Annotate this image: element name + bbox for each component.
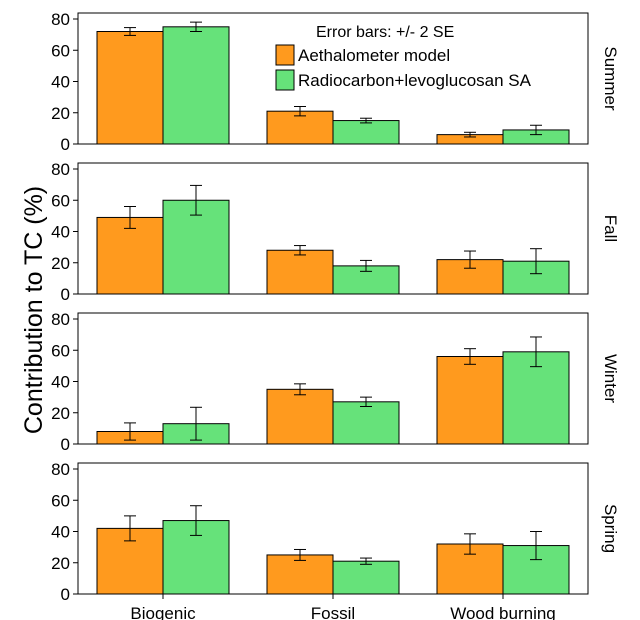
- error-bar-summer-biogenic-radiocarbon-levoglucosan-sa: [190, 21, 202, 32]
- error-bar-summer-wood-burning-aethalometer-model: [464, 131, 476, 138]
- y-tick-label-summer-0: 0: [61, 135, 70, 154]
- error-bar-winter-fossil-aethalometer-model: [294, 383, 306, 396]
- y-tick-label-winter-40: 40: [51, 373, 70, 392]
- error-bar-winter-fossil-radiocarbon-levoglucosan-sa: [360, 396, 372, 407]
- y-tick-label-summer-80: 80: [51, 10, 70, 29]
- bar-summer-biogenic-radiocarbon-levoglucosan-sa: [162, 26, 230, 145]
- bar-fall-biogenic-radiocarbon-levoglucosan-sa: [162, 199, 230, 295]
- legend-title: Error bars: +/- 2 SE: [316, 24, 454, 41]
- error-bar-spring-biogenic-radiocarbon-levoglucosan-sa: [190, 505, 202, 536]
- error-bar-spring-wood-burning-radiocarbon-levoglucosan-sa: [530, 531, 542, 561]
- y-tick-label-summer-40: 40: [51, 73, 70, 92]
- facet-label-spring: Spring: [601, 504, 620, 553]
- error-bar-fall-fossil-radiocarbon-levoglucosan-sa: [360, 259, 372, 272]
- panels: 0 20 40 60 80 Summer 0 20 40 60 80 Fall 0 20 40 60 80 Win…: [51, 10, 620, 604]
- error-bar-winter-biogenic-aethalometer-model: [124, 422, 136, 441]
- bar-fall-biogenic-aethalometer-model: [96, 216, 164, 295]
- legend: Error bars: +/- 2 SE Aethalometer model Ra…: [275, 24, 532, 91]
- error-bar-spring-biogenic-aethalometer-model: [124, 515, 136, 542]
- facet-label-fall: Fall: [601, 215, 620, 242]
- facet-label-winter: Winter: [601, 354, 620, 403]
- y-tick-label-winter-60: 60: [51, 341, 70, 360]
- y-tick-label-winter-0: 0: [61, 435, 70, 454]
- y-tick-label-fall-40: 40: [51, 223, 70, 242]
- legend-swatch-radiocarbon-levoglucosan-sa: [275, 69, 295, 91]
- bar-fall-fossil-aethalometer-model: [266, 249, 334, 295]
- y-tick-label-winter-20: 20: [51, 404, 70, 423]
- y-axis-label: Contribution to TC (%): [20, 186, 48, 434]
- facet-label-summer: Summer: [601, 46, 620, 111]
- error-bar-winter-wood-burning-aethalometer-model: [464, 348, 476, 365]
- error-bar-summer-fossil-aethalometer-model: [294, 106, 306, 117]
- y-tick-label-spring-20: 20: [51, 554, 70, 573]
- y-tick-label-fall-80: 80: [51, 160, 70, 179]
- bar-winter-fossil-radiocarbon-levoglucosan-sa: [332, 401, 400, 445]
- panel-winter: 0 20 40 60 80 Winter: [51, 310, 620, 454]
- category-labels: Biogenic Fossil Wood burning: [130, 594, 556, 620]
- error-bar-summer-biogenic-aethalometer-model: [124, 27, 136, 36]
- bar-winter-fossil-aethalometer-model: [266, 388, 334, 445]
- error-bar-spring-fossil-radiocarbon-levoglucosan-sa: [360, 557, 372, 565]
- error-bar-winter-wood-burning-radiocarbon-levoglucosan-sa: [530, 336, 542, 368]
- error-bar-winter-biogenic-radiocarbon-levoglucosan-sa: [190, 406, 202, 441]
- error-bar-fall-fossil-aethalometer-model: [294, 245, 306, 256]
- error-bar-fall-wood-burning-radiocarbon-levoglucosan-sa: [530, 248, 542, 275]
- y-tick-label-summer-60: 60: [51, 41, 70, 60]
- category-label-fossil: Fossil: [311, 604, 355, 620]
- bar-winter-wood-burning-aethalometer-model: [436, 356, 504, 445]
- panel-fall: 0 20 40 60 80 Fall: [51, 160, 620, 304]
- y-tick-label-spring-80: 80: [51, 460, 70, 479]
- error-bar-spring-wood-burning-aethalometer-model: [464, 533, 476, 555]
- y-tick-label-spring-60: 60: [51, 491, 70, 510]
- y-tick-label-spring-0: 0: [61, 585, 70, 604]
- legend-label-radiocarbon-levoglucosan-sa: Radiocarbon+levoglucosan SA: [298, 71, 532, 90]
- error-bar-summer-fossil-radiocarbon-levoglucosan-sa: [360, 117, 372, 124]
- panel-spring: 0 20 40 60 80 Spring: [51, 460, 620, 604]
- category-label-wood-burning: Wood burning: [450, 604, 556, 620]
- legend-item-radiocarbon-levoglucosan-sa: Radiocarbon+levoglucosan SA: [275, 69, 532, 91]
- error-bar-spring-fossil-aethalometer-model: [294, 548, 306, 561]
- bar-winter-wood-burning-radiocarbon-levoglucosan-sa: [502, 351, 570, 445]
- category-label-biogenic: Biogenic: [130, 604, 196, 620]
- error-bar-fall-biogenic-radiocarbon-levoglucosan-sa: [190, 184, 202, 216]
- error-bar-fall-biogenic-aethalometer-model: [124, 206, 136, 229]
- bar-summer-fossil-radiocarbon-levoglucosan-sa: [332, 120, 400, 145]
- bar-spring-fossil-radiocarbon-levoglucosan-sa: [332, 560, 400, 595]
- error-bar-fall-wood-burning-aethalometer-model: [464, 250, 476, 269]
- legend-swatch-aethalometer-model: [275, 44, 295, 66]
- legend-item-aethalometer-model: Aethalometer model: [275, 44, 450, 66]
- legend-label-aethalometer-model: Aethalometer model: [298, 46, 450, 65]
- error-bar-summer-wood-burning-radiocarbon-levoglucosan-sa: [530, 124, 542, 136]
- bar-summer-biogenic-aethalometer-model: [96, 31, 164, 145]
- y-tick-label-fall-20: 20: [51, 254, 70, 273]
- y-tick-label-fall-0: 0: [61, 285, 70, 304]
- y-tick-label-summer-20: 20: [51, 104, 70, 123]
- y-tick-label-winter-80: 80: [51, 310, 70, 329]
- y-tick-label-fall-60: 60: [51, 191, 70, 210]
- panel-summer: 0 20 40 60 80 Summer: [51, 10, 620, 154]
- y-tick-label-spring-40: 40: [51, 523, 70, 542]
